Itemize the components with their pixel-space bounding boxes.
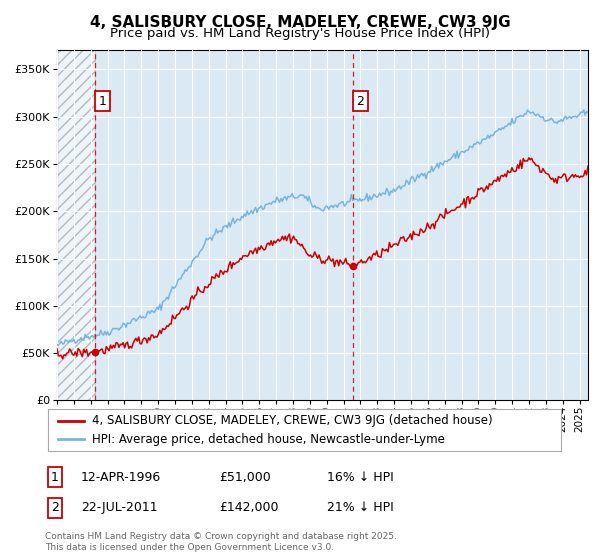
Text: 1: 1 [99,95,107,108]
Bar [57,50,95,400]
Text: Contains HM Land Registry data © Crown copyright and database right 2025.
This d: Contains HM Land Registry data © Crown c… [45,532,397,552]
Text: 4, SALISBURY CLOSE, MADELEY, CREWE, CW3 9JG: 4, SALISBURY CLOSE, MADELEY, CREWE, CW3 … [89,15,511,30]
Text: 12-APR-1996: 12-APR-1996 [81,470,161,484]
Text: 16% ↓ HPI: 16% ↓ HPI [327,470,394,484]
Text: Price paid vs. HM Land Registry's House Price Index (HPI): Price paid vs. HM Land Registry's House … [110,27,490,40]
Text: 1: 1 [51,470,59,484]
Text: 2: 2 [356,95,364,108]
Text: 2: 2 [51,501,59,515]
Text: 22-JUL-2011: 22-JUL-2011 [81,501,158,515]
Text: 21% ↓ HPI: 21% ↓ HPI [327,501,394,515]
Text: £51,000: £51,000 [219,470,271,484]
Text: HPI: Average price, detached house, Newcastle-under-Lyme: HPI: Average price, detached house, Newc… [92,432,445,446]
Text: 4, SALISBURY CLOSE, MADELEY, CREWE, CW3 9JG (detached house): 4, SALISBURY CLOSE, MADELEY, CREWE, CW3 … [92,414,492,427]
Text: £142,000: £142,000 [219,501,278,515]
